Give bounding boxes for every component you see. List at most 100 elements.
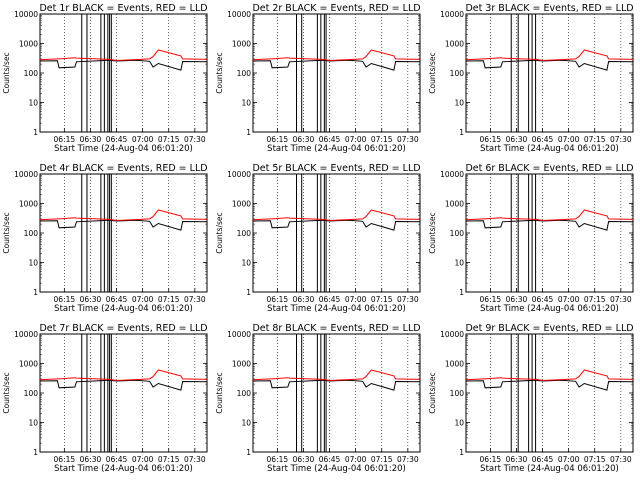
x-tick-label: 07:15 [584, 295, 606, 304]
x-tick-label: 07:30 [610, 295, 632, 304]
events-series-line [252, 59, 421, 71]
chart-title: Det 1r BLACK = Events, RED = LLD [39, 3, 207, 14]
x-axis-label: Start Time (24-Aug-04 06:01:20) [267, 464, 406, 474]
x-tick-label: 07:00 [558, 295, 580, 304]
lld-series-line [465, 49, 634, 62]
x-tick-label: 06:30 [293, 455, 315, 464]
y-tick-label: 1000 [445, 200, 464, 209]
plot-frame [252, 173, 421, 293]
chart-title: Det 5r BLACK = Events, RED = LLD [252, 163, 420, 174]
x-tick-label: 07:15 [584, 135, 606, 144]
x-tick-label: 07:00 [345, 295, 367, 304]
lld-series-line [39, 369, 208, 382]
plot-frame [465, 13, 634, 133]
chart-title: Det 4r BLACK = Events, RED = LLD [39, 163, 207, 174]
y-axis-label: Counts/sec [215, 212, 224, 253]
y-tick-label: 100 [24, 229, 39, 238]
plot-frame [39, 333, 208, 453]
y-tick-label: 1 [246, 288, 251, 297]
y-axis-label: Counts/sec [2, 52, 11, 93]
y-tick-label: 1 [33, 448, 38, 457]
y-tick-label: 100 [24, 69, 39, 78]
lld-series-line [252, 49, 421, 62]
chart-title: Det 3r BLACK = Events, RED = LLD [465, 3, 633, 14]
x-tick-label: 07:30 [184, 455, 206, 464]
x-tick-label: 07:15 [371, 455, 393, 464]
x-axis-label: Start Time (24-Aug-04 06:01:20) [54, 144, 193, 154]
x-tick-label: 07:30 [184, 135, 206, 144]
x-tick-label: 07:15 [584, 455, 606, 464]
x-axis-label: Start Time (24-Aug-04 06:01:20) [54, 464, 193, 474]
x-tick-label: 07:00 [132, 295, 154, 304]
x-axis-label: Start Time (24-Aug-04 06:01:20) [480, 464, 619, 474]
y-tick-label: 10000 [440, 10, 464, 19]
plot-frame [39, 13, 208, 133]
y-tick-label: 1 [459, 128, 464, 137]
detector-chart-6: 06:15 06:30 06:45 07:00 07:15 07:30 1 10 100 1000… [428, 163, 634, 314]
chart-title: Det 9r BLACK = Events, RED = LLD [465, 323, 633, 334]
plot-frame [39, 173, 208, 293]
events-series-line [39, 219, 208, 231]
detector-chart-5: 06:15 06:30 06:45 07:00 07:15 07:30 1 10 100 1000… [215, 163, 421, 314]
chart-title: Det 6r BLACK = Events, RED = LLD [465, 163, 633, 174]
y-tick-label: 10000 [440, 330, 464, 339]
x-tick-label: 06:45 [106, 135, 128, 144]
y-tick-label: 100 [237, 389, 252, 398]
events-series-line [252, 379, 421, 391]
x-tick-label: 06:15 [267, 295, 289, 304]
y-tick-label: 1000 [232, 40, 251, 49]
chart-title: Det 8r BLACK = Events, RED = LLD [252, 323, 420, 334]
y-axis-label: Counts/sec [2, 372, 11, 413]
x-tick-label: 06:45 [319, 295, 341, 304]
x-tick-label: 06:45 [532, 295, 554, 304]
y-axis-label: Counts/sec [2, 212, 11, 253]
y-tick-label: 10000 [227, 10, 251, 19]
x-axis-label: Start Time (24-Aug-04 06:01:20) [267, 144, 406, 154]
plot-frame [465, 333, 634, 453]
lld-series-line [465, 369, 634, 382]
y-tick-label: 1000 [19, 360, 38, 369]
x-tick-label: 06:45 [532, 455, 554, 464]
y-tick-label: 100 [450, 69, 465, 78]
x-tick-label: 07:15 [371, 135, 393, 144]
y-tick-label: 10000 [14, 10, 38, 19]
y-tick-label: 10 [241, 99, 251, 108]
y-tick-label: 10 [241, 259, 251, 268]
y-tick-label: 10 [28, 419, 38, 428]
lld-series-line [252, 369, 421, 382]
detector-chart-9: 06:15 06:30 06:45 07:00 07:15 07:30 1 10 100 1000… [428, 323, 634, 474]
x-tick-label: 07:00 [345, 455, 367, 464]
y-tick-label: 10000 [440, 170, 464, 179]
y-tick-label: 1 [33, 288, 38, 297]
x-tick-label: 06:30 [506, 455, 528, 464]
x-tick-label: 07:30 [397, 135, 419, 144]
y-tick-label: 10 [454, 259, 464, 268]
x-tick-label: 06:30 [80, 455, 102, 464]
x-tick-label: 07:15 [158, 295, 180, 304]
lld-series-line [252, 209, 421, 222]
events-series-line [465, 59, 634, 71]
y-tick-label: 1 [459, 448, 464, 457]
events-series-line [252, 219, 421, 231]
y-tick-label: 10 [28, 259, 38, 268]
y-tick-label: 1000 [19, 40, 38, 49]
x-tick-label: 07:30 [610, 455, 632, 464]
y-tick-label: 10 [241, 419, 251, 428]
y-tick-label: 10000 [227, 170, 251, 179]
detector-chart-4: 06:15 06:30 06:45 07:00 07:15 07:30 1 10 100 1000… [2, 163, 208, 314]
y-axis-label: Counts/sec [428, 52, 437, 93]
y-tick-label: 10000 [14, 170, 38, 179]
y-tick-label: 1000 [445, 40, 464, 49]
x-tick-label: 06:45 [106, 295, 128, 304]
events-series-line [39, 379, 208, 391]
x-axis-label: Start Time (24-Aug-04 06:01:20) [54, 304, 193, 314]
x-tick-label: 07:15 [158, 455, 180, 464]
x-tick-label: 07:00 [132, 135, 154, 144]
x-tick-label: 07:15 [158, 135, 180, 144]
x-axis-label: Start Time (24-Aug-04 06:01:20) [267, 304, 406, 314]
x-tick-label: 06:30 [293, 135, 315, 144]
plot-frame [252, 13, 421, 133]
x-tick-label: 06:45 [319, 455, 341, 464]
lld-series-line [39, 49, 208, 62]
